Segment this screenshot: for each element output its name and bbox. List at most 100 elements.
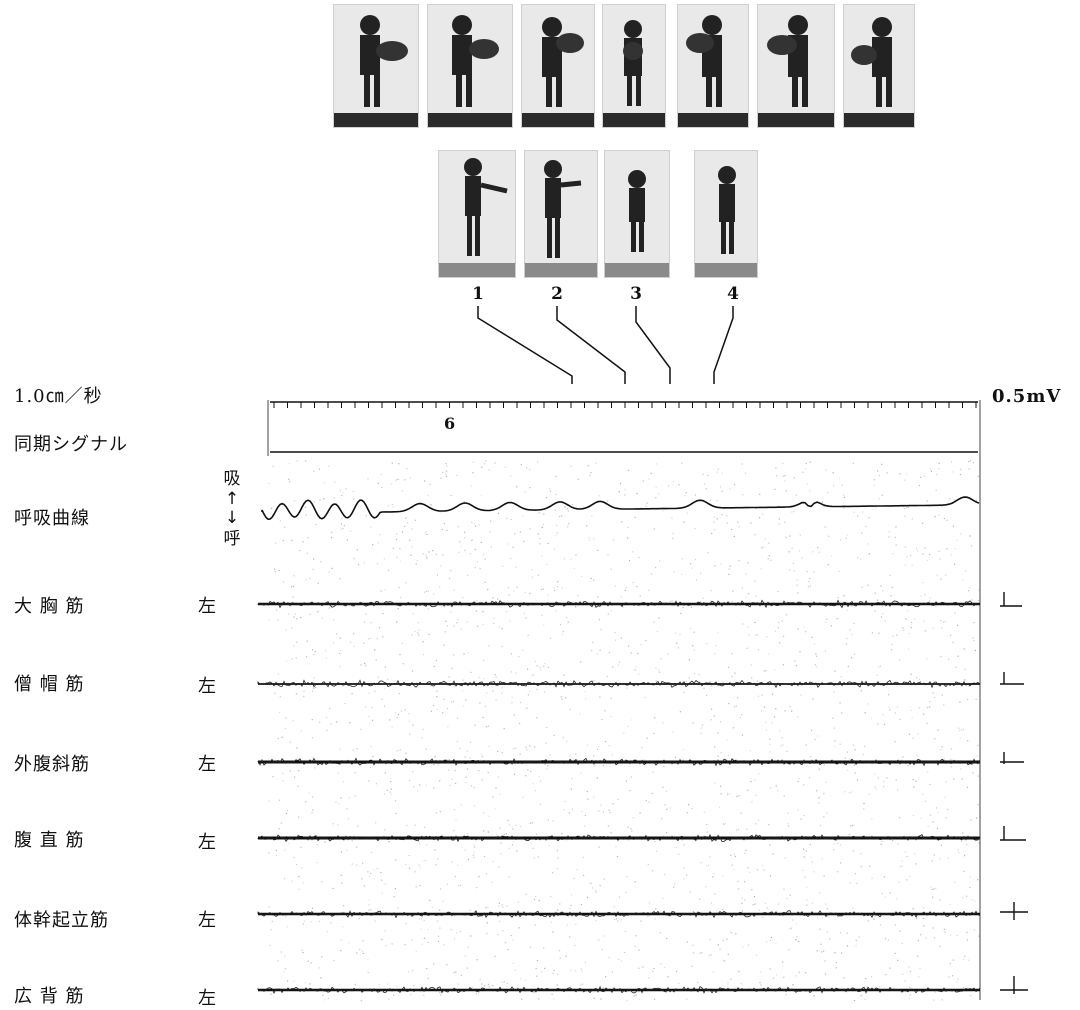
speckle xyxy=(374,920,376,922)
speckle xyxy=(482,611,484,613)
speckle xyxy=(377,911,379,913)
speckle xyxy=(506,517,508,519)
speckle xyxy=(585,698,587,700)
speckle xyxy=(863,802,865,805)
speckle xyxy=(612,803,614,805)
speckle xyxy=(770,936,772,939)
speckle xyxy=(877,666,880,668)
speckle xyxy=(300,730,302,732)
emg-trace xyxy=(257,833,981,843)
speckle xyxy=(650,601,652,604)
speckle xyxy=(377,676,379,678)
speckle xyxy=(917,940,919,942)
speckle xyxy=(821,951,823,953)
speckle xyxy=(711,708,713,710)
speckle xyxy=(875,507,877,509)
speckle xyxy=(531,822,533,824)
speckle xyxy=(507,543,509,545)
speckle xyxy=(442,900,444,902)
speckle xyxy=(925,684,927,686)
speckle xyxy=(275,542,277,544)
speckle xyxy=(412,771,414,773)
speckle xyxy=(812,551,814,553)
speckle xyxy=(333,960,335,962)
speckle xyxy=(456,740,459,742)
speckle xyxy=(301,949,303,951)
sync-signal-label: 同期シグナル xyxy=(14,434,128,455)
speckle xyxy=(977,599,980,601)
speckle xyxy=(391,943,393,945)
speckle xyxy=(815,790,818,792)
speckle xyxy=(691,808,693,810)
speckle xyxy=(330,723,332,725)
speckle xyxy=(538,899,540,902)
speckle xyxy=(733,706,735,708)
speckle xyxy=(314,686,317,689)
speckle xyxy=(476,600,478,602)
speckle xyxy=(494,955,496,957)
speckle xyxy=(806,899,808,901)
speckle xyxy=(639,595,641,597)
speckle xyxy=(860,853,862,855)
speckle xyxy=(685,492,687,494)
speckle xyxy=(935,606,937,608)
speckle xyxy=(957,849,959,851)
speckle xyxy=(610,697,612,699)
speckle xyxy=(977,804,979,806)
speckle xyxy=(338,803,340,805)
speckle xyxy=(966,931,968,933)
speckle xyxy=(685,680,687,682)
speckle xyxy=(538,775,540,778)
speckle xyxy=(580,968,582,970)
speckle xyxy=(594,889,596,891)
speckle xyxy=(858,936,860,938)
speckle xyxy=(637,652,639,655)
speckle xyxy=(950,634,952,636)
speckle xyxy=(565,697,567,699)
speckle xyxy=(643,759,645,761)
speckle xyxy=(405,582,407,584)
speckle xyxy=(349,722,351,724)
speckle xyxy=(395,859,397,861)
speckle xyxy=(716,471,718,473)
speckle xyxy=(368,638,370,640)
speckle xyxy=(686,512,688,514)
speckle xyxy=(632,582,634,584)
speckle xyxy=(923,907,925,909)
speckle xyxy=(918,707,920,709)
speckle xyxy=(934,516,936,518)
speckle xyxy=(362,952,364,954)
speckle xyxy=(470,935,472,937)
speckle xyxy=(626,687,628,689)
speckle xyxy=(653,528,655,530)
speckle xyxy=(570,969,572,971)
speckle xyxy=(733,535,735,537)
speckle xyxy=(361,878,363,880)
speckle xyxy=(892,635,894,637)
speckle xyxy=(285,660,288,662)
speckle xyxy=(377,482,379,484)
speckle xyxy=(368,899,371,901)
speckle xyxy=(293,585,295,587)
speckle xyxy=(782,744,784,746)
speckle xyxy=(319,721,321,723)
speckle xyxy=(877,723,879,725)
speckle xyxy=(815,653,817,655)
speckle xyxy=(494,808,496,810)
speckle xyxy=(640,920,642,922)
speckle xyxy=(426,968,428,970)
speckle xyxy=(660,963,662,965)
speckle xyxy=(904,546,906,548)
speckle xyxy=(598,745,600,748)
speckle xyxy=(363,562,365,564)
speckle xyxy=(607,613,609,615)
speckle xyxy=(481,983,483,985)
speckle xyxy=(731,864,733,866)
speckle xyxy=(723,508,725,510)
speckle xyxy=(935,887,937,889)
speckle xyxy=(814,664,816,666)
speckle xyxy=(729,565,731,567)
speckle xyxy=(374,690,376,692)
speckle xyxy=(936,827,939,829)
photo-frame-top-1 xyxy=(333,4,419,128)
